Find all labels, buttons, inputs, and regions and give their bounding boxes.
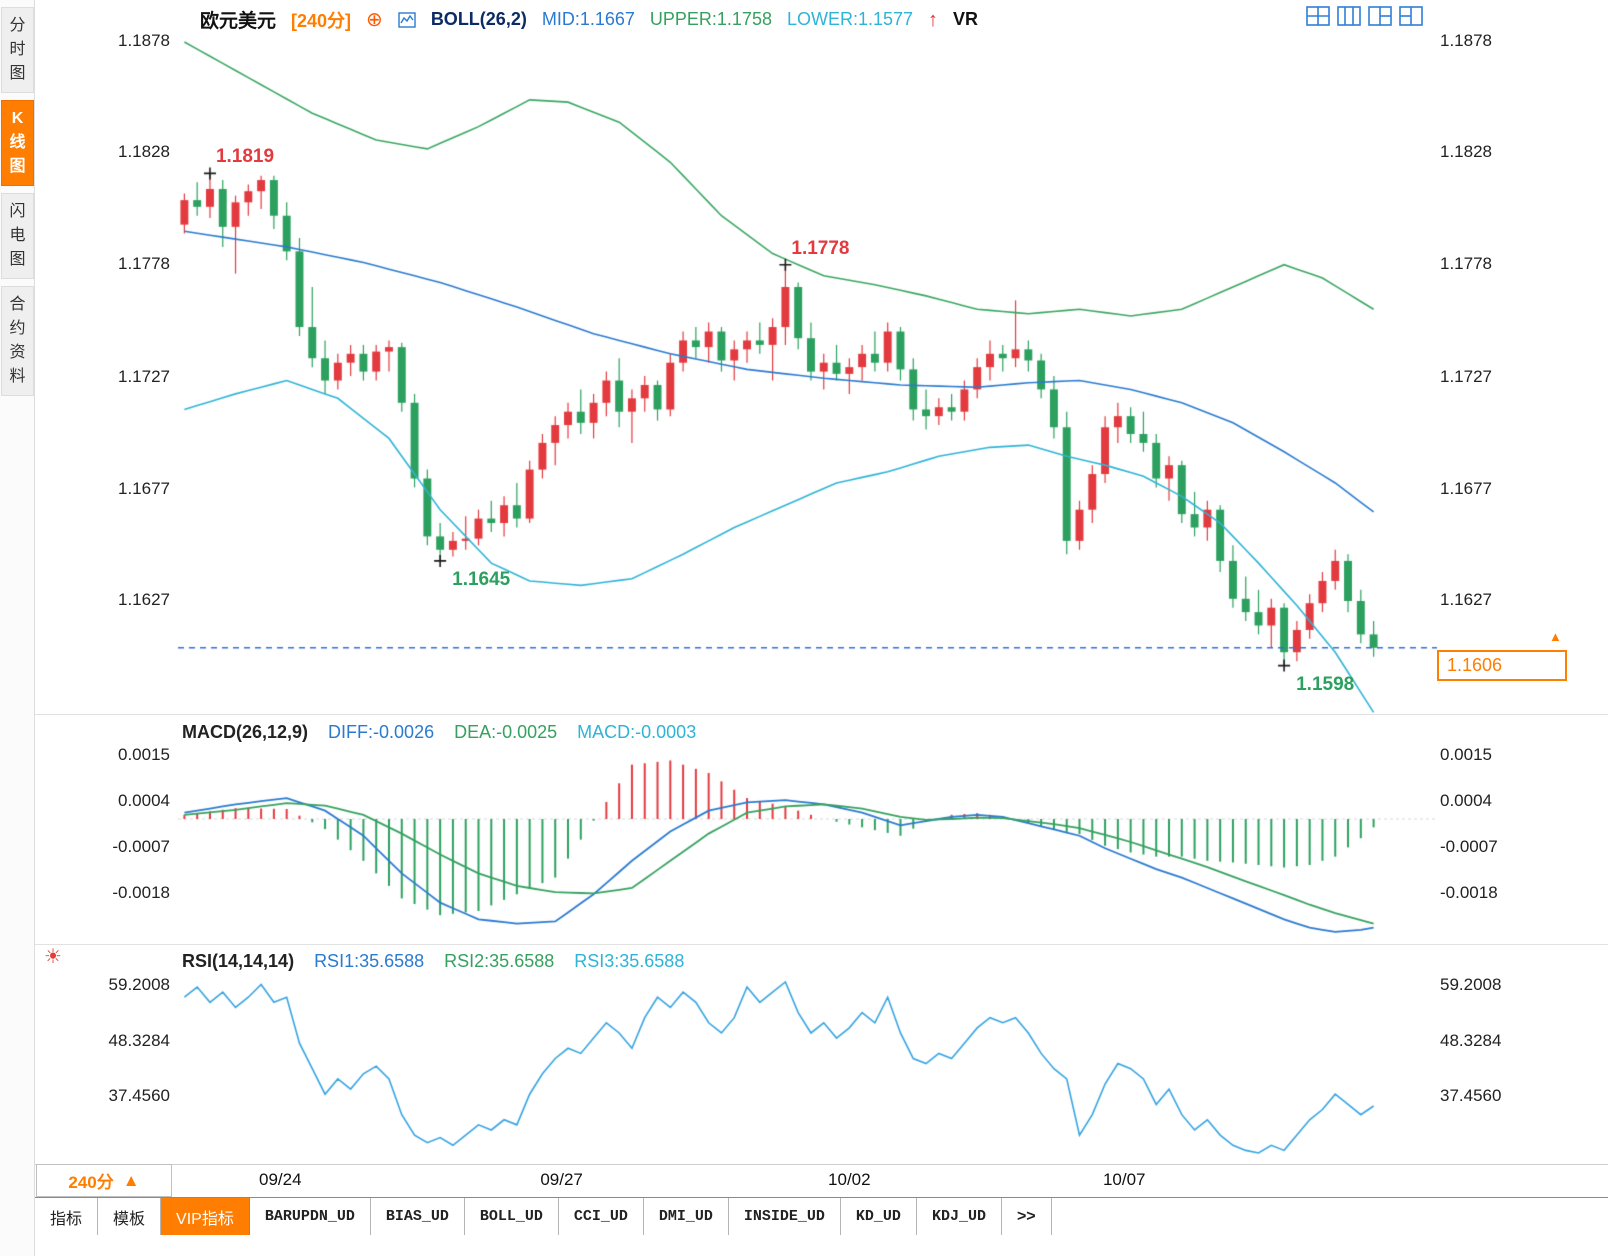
- bottom-tab-dmi[interactable]: DMI_UD: [643, 1198, 729, 1235]
- y-axis-label: 0.0015: [1440, 745, 1492, 765]
- y-axis-label: 1.1778: [118, 253, 170, 273]
- y-axis-label: 48.3284: [1440, 1030, 1502, 1050]
- price-annotation: 1.1645: [452, 568, 511, 590]
- macd-title: MACD(26,12,9): [182, 722, 309, 742]
- boll-lower-value: LOWER:1.1577: [786, 9, 914, 29]
- y-axis-label: -0.0007: [1440, 837, 1498, 857]
- price-tag-arrow-icon: ▲: [1549, 629, 1562, 644]
- bottom-tab-kdj[interactable]: KDJ_UD: [916, 1198, 1002, 1235]
- rsi-header: RSI(14,14,14) RSI1:35.6588 RSI2:35.6588 …: [182, 951, 684, 972]
- rsi2-value: RSI2:35.6588: [444, 951, 555, 971]
- add-indicator-icon[interactable]: ⊕: [366, 8, 383, 31]
- y-axis-label: 37.4560: [108, 1086, 170, 1105]
- indicator-settings-icon[interactable]: ☀: [44, 946, 62, 968]
- panel-separator: [35, 1164, 1608, 1165]
- y-axis-label: 0.0004: [118, 791, 170, 811]
- sidebar-tab-kline-chart[interactable]: K线图: [1, 100, 34, 186]
- panel-separator: [35, 944, 1608, 945]
- bottom-tab-vip-indicators[interactable]: VIP指标: [161, 1198, 250, 1235]
- y-axis-label: 1.1878: [118, 31, 170, 50]
- y-axis-label: 0.0015: [118, 745, 170, 765]
- x-axis-date-label: 10/07: [1102, 1170, 1146, 1189]
- interval-up-arrow-icon: ▲: [122, 1170, 140, 1190]
- interval-selector[interactable]: 240分 ▲: [36, 1164, 172, 1197]
- y-axis-label: 37.4560: [1440, 1086, 1502, 1105]
- boll-upper-value: UPPER:1.1758: [649, 9, 772, 29]
- layout-right-split-icon[interactable]: [1399, 6, 1423, 26]
- macd-dea-value: DEA:-0.0025: [454, 722, 558, 742]
- main-chart-header: 欧元美元 [240分] ⊕ BOLL(26,2) MID:1.1667 UPPE…: [200, 6, 978, 33]
- vr-arrow-icon: ↑: [928, 8, 939, 31]
- bottom-tab-kd[interactable]: KD_UD: [840, 1198, 917, 1235]
- rsi-title: RSI(14,14,14): [182, 951, 295, 971]
- price-annotation: 1.1598: [1296, 673, 1355, 695]
- price-annotation: 1.1778: [791, 237, 850, 259]
- kline-icon: [398, 11, 416, 28]
- y-axis-label: 1.1828: [118, 142, 170, 162]
- macd-diff-value: DIFF:-0.0026: [328, 722, 435, 742]
- rsi1-value: RSI1:35.6588: [314, 951, 425, 971]
- y-axis-label: 1.1677: [1440, 478, 1492, 498]
- y-axis-label: 1.1778: [1440, 253, 1492, 273]
- rsi3-value: RSI3:35.6588: [574, 951, 685, 971]
- interval-tag[interactable]: [240分]: [291, 10, 352, 31]
- symbol-name: 欧元美元: [200, 11, 277, 32]
- x-axis-date-label: 10/02: [828, 1170, 871, 1189]
- y-axis-label: 59.2008: [108, 975, 170, 994]
- bottom-tab-templates[interactable]: 模板: [98, 1198, 162, 1235]
- y-axis-label: 1.1828: [1440, 142, 1492, 162]
- price-annotation: 1.1819: [215, 146, 275, 168]
- x-axis-date-label: 09/27: [540, 1170, 583, 1189]
- sidebar-tab-flash-chart[interactable]: 闪电图: [1, 193, 34, 279]
- vr-label[interactable]: VR: [953, 9, 979, 29]
- bottom-tab-cci[interactable]: CCI_UD: [558, 1198, 644, 1235]
- interval-label: 240分: [68, 1173, 114, 1192]
- panel-separator: [35, 714, 1608, 715]
- macd-header: MACD(26,12,9) DIFF:-0.0026 DEA:-0.0025 M…: [182, 722, 696, 743]
- y-axis-label: -0.0018: [112, 883, 170, 903]
- y-axis-label: 0.0004: [1440, 791, 1492, 811]
- bottom-tab-bias[interactable]: BIAS_UD: [370, 1198, 465, 1235]
- bottom-tab-boll[interactable]: BOLL_UD: [464, 1198, 559, 1235]
- y-axis-label: 1.1627: [1440, 590, 1492, 609]
- y-axis-label: 1.1677: [118, 478, 170, 498]
- sidebar-tab-contract-info[interactable]: 合约资料: [1, 286, 34, 396]
- y-axis-label: 1.1727: [1440, 367, 1492, 387]
- y-axis-label: 1.1727: [118, 367, 170, 387]
- left-sidebar: 分时图 K线图闪电图合约资料: [0, 0, 35, 1256]
- y-axis-label: 48.3284: [108, 1030, 170, 1050]
- y-axis-label: -0.0018: [1440, 883, 1498, 903]
- layout-columns-icon[interactable]: [1337, 6, 1361, 26]
- bottom-tab-indicators[interactable]: 指标: [35, 1198, 99, 1235]
- y-axis-label: 59.2008: [1440, 975, 1502, 994]
- macd-hist-value: MACD:-0.0003: [577, 722, 697, 742]
- x-axis-date-label: 09/24: [259, 1170, 302, 1189]
- y-axis-label: -0.0007: [112, 837, 170, 857]
- layout-left-split-icon[interactable]: [1368, 6, 1392, 26]
- bottom-tab-inside[interactable]: INSIDE_UD: [728, 1198, 841, 1235]
- bottom-tab-more[interactable]: >>: [1001, 1198, 1052, 1235]
- boll-label: BOLL(26,2): [430, 9, 527, 29]
- layout-single-icon[interactable]: [1306, 6, 1330, 26]
- sidebar-tab-time-chart[interactable]: 分时图: [1, 7, 34, 93]
- current-price-tag: 1.1606: [1437, 650, 1567, 681]
- y-axis-label: 1.1627: [118, 590, 170, 609]
- indicator-tab-bar: 指标 模板 VIP指标 BARUPDN_UD BIAS_UD BOLL_UD CCI_UD D…: [35, 1197, 1608, 1235]
- boll-mid-value: MID:1.1667: [541, 9, 635, 29]
- bottom-tab-barupdn[interactable]: BARUPDN_UD: [249, 1198, 371, 1235]
- layout-toolbar: [1306, 6, 1423, 26]
- y-axis-label: 1.1878: [1440, 31, 1492, 50]
